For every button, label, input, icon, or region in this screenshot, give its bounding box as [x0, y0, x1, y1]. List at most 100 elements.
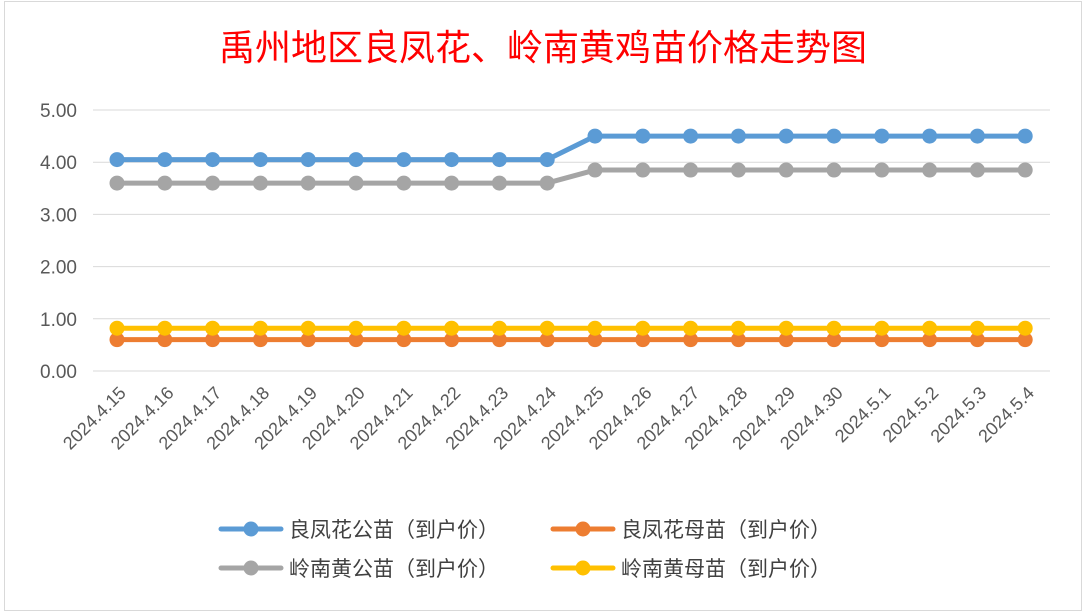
data-point	[826, 162, 842, 178]
data-point	[635, 162, 651, 178]
data-point	[109, 175, 125, 191]
data-point	[587, 320, 603, 336]
data-point	[300, 320, 316, 336]
y-tick-label: 5.00	[40, 101, 77, 122]
data-point	[539, 152, 555, 168]
data-point	[252, 320, 268, 336]
data-point	[1017, 320, 1033, 336]
data-point	[922, 162, 938, 178]
data-point	[922, 128, 938, 144]
data-point	[778, 162, 794, 178]
data-point	[1017, 162, 1033, 178]
legend-swatch-marker	[575, 521, 591, 537]
legend-item: 良凤花母苗（到户价）	[550, 518, 831, 542]
data-point	[491, 152, 507, 168]
data-point	[826, 320, 842, 336]
chart-border	[4, 1, 1082, 611]
data-point	[874, 320, 890, 336]
data-point	[587, 332, 603, 348]
legend-swatch-marker	[243, 521, 259, 537]
data-point	[1017, 332, 1033, 348]
series-1	[109, 332, 1033, 348]
data-point	[109, 152, 125, 168]
data-point	[157, 175, 173, 191]
data-point	[205, 320, 221, 336]
data-point	[826, 128, 842, 144]
series-line	[114, 133, 1028, 163]
legend-swatch-marker	[575, 560, 591, 576]
data-point	[874, 162, 890, 178]
data-point	[157, 320, 173, 336]
data-point	[444, 332, 460, 348]
legend-label: 良凤花母苗（到户价）	[621, 518, 831, 542]
legend: 良凤花公苗（到户价） 良凤花母苗（到户价） 岭南黄公苗（到户价） 岭南黄母苗（到户价）	[218, 518, 831, 581]
data-point	[396, 332, 412, 348]
chart-title: 禹州地区良凤花、岭南黄鸡苗价格走势图	[219, 28, 867, 69]
data-point	[778, 128, 794, 144]
data-point	[969, 332, 985, 348]
series-2	[109, 162, 1033, 191]
data-point	[348, 320, 364, 336]
data-point	[587, 128, 603, 144]
data-point	[157, 152, 173, 168]
data-point	[683, 332, 699, 348]
y-tick-label: 2.00	[40, 258, 77, 279]
data-point	[539, 320, 555, 336]
data-point	[1017, 128, 1033, 144]
data-point	[778, 332, 794, 348]
data-point	[874, 332, 890, 348]
data-point	[348, 332, 364, 348]
data-point	[157, 332, 173, 348]
data-point	[444, 175, 460, 191]
series-lines	[109, 128, 1033, 348]
data-point	[635, 128, 651, 144]
data-point	[348, 152, 364, 168]
data-point	[396, 175, 412, 191]
legend-item: 良凤花公苗（到户价）	[218, 518, 499, 542]
data-point	[444, 152, 460, 168]
data-point	[778, 320, 794, 336]
data-point	[252, 152, 268, 168]
y-tick-label: 1.00	[40, 310, 77, 331]
legend-label: 岭南黄母苗（到户价）	[621, 557, 831, 581]
data-point	[922, 320, 938, 336]
data-point	[109, 332, 125, 348]
data-point	[969, 128, 985, 144]
data-point	[539, 332, 555, 348]
data-point	[922, 332, 938, 348]
data-point	[491, 332, 507, 348]
legend-label: 岭南黄公苗（到户价）	[289, 557, 499, 581]
data-point	[109, 320, 125, 336]
y-tick-label: 0.00	[40, 362, 77, 383]
data-point	[348, 175, 364, 191]
data-point	[683, 320, 699, 336]
series-0	[109, 128, 1033, 168]
series-line	[114, 167, 1028, 186]
legend-swatch-marker	[243, 560, 259, 576]
data-point	[252, 332, 268, 348]
data-point	[683, 128, 699, 144]
series-3	[109, 320, 1033, 336]
grid-lines	[93, 109, 1050, 372]
data-point	[730, 128, 746, 144]
data-point	[205, 332, 221, 348]
data-point	[683, 162, 699, 178]
data-point	[300, 152, 316, 168]
data-point	[730, 162, 746, 178]
data-point	[730, 332, 746, 348]
data-point	[205, 152, 221, 168]
data-point	[635, 320, 651, 336]
y-axis-ticks: 0.00 1.00 2.00 3.00 4.00 5.00	[40, 101, 77, 383]
data-point	[491, 175, 507, 191]
data-point	[826, 332, 842, 348]
legend-item: 岭南黄母苗（到户价）	[550, 557, 831, 581]
data-point	[874, 128, 890, 144]
data-point	[444, 320, 460, 336]
data-point	[300, 332, 316, 348]
legend-label: 良凤花公苗（到户价）	[289, 518, 499, 542]
data-point	[587, 162, 603, 178]
data-point	[635, 332, 651, 348]
data-point	[396, 152, 412, 168]
